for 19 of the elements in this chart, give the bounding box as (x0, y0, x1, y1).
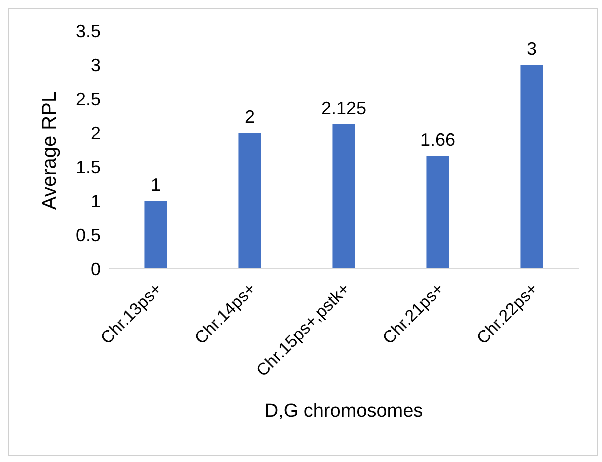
y-axis-title: Average RPL (39, 91, 62, 210)
y-tick-label: 0 (90, 259, 101, 280)
bar (520, 65, 544, 269)
data-label: 2 (244, 107, 256, 127)
bar (332, 124, 356, 269)
y-tick-label: 0.5 (76, 225, 101, 246)
y-tick-label: 2 (90, 123, 101, 144)
data-label: 2.125 (321, 98, 367, 118)
y-tick-label: 1 (90, 191, 101, 212)
bar (238, 133, 262, 269)
y-tick-label: 2.5 (76, 89, 101, 110)
bar (426, 156, 450, 269)
bar (144, 201, 168, 269)
data-label: 1.66 (420, 130, 456, 150)
y-tick-label: 1.5 (76, 157, 101, 178)
y-tick-label: 3.5 (76, 21, 101, 42)
data-label: 1 (150, 175, 162, 195)
data-label: 3 (526, 39, 538, 59)
y-tick-label: 3 (90, 55, 101, 76)
